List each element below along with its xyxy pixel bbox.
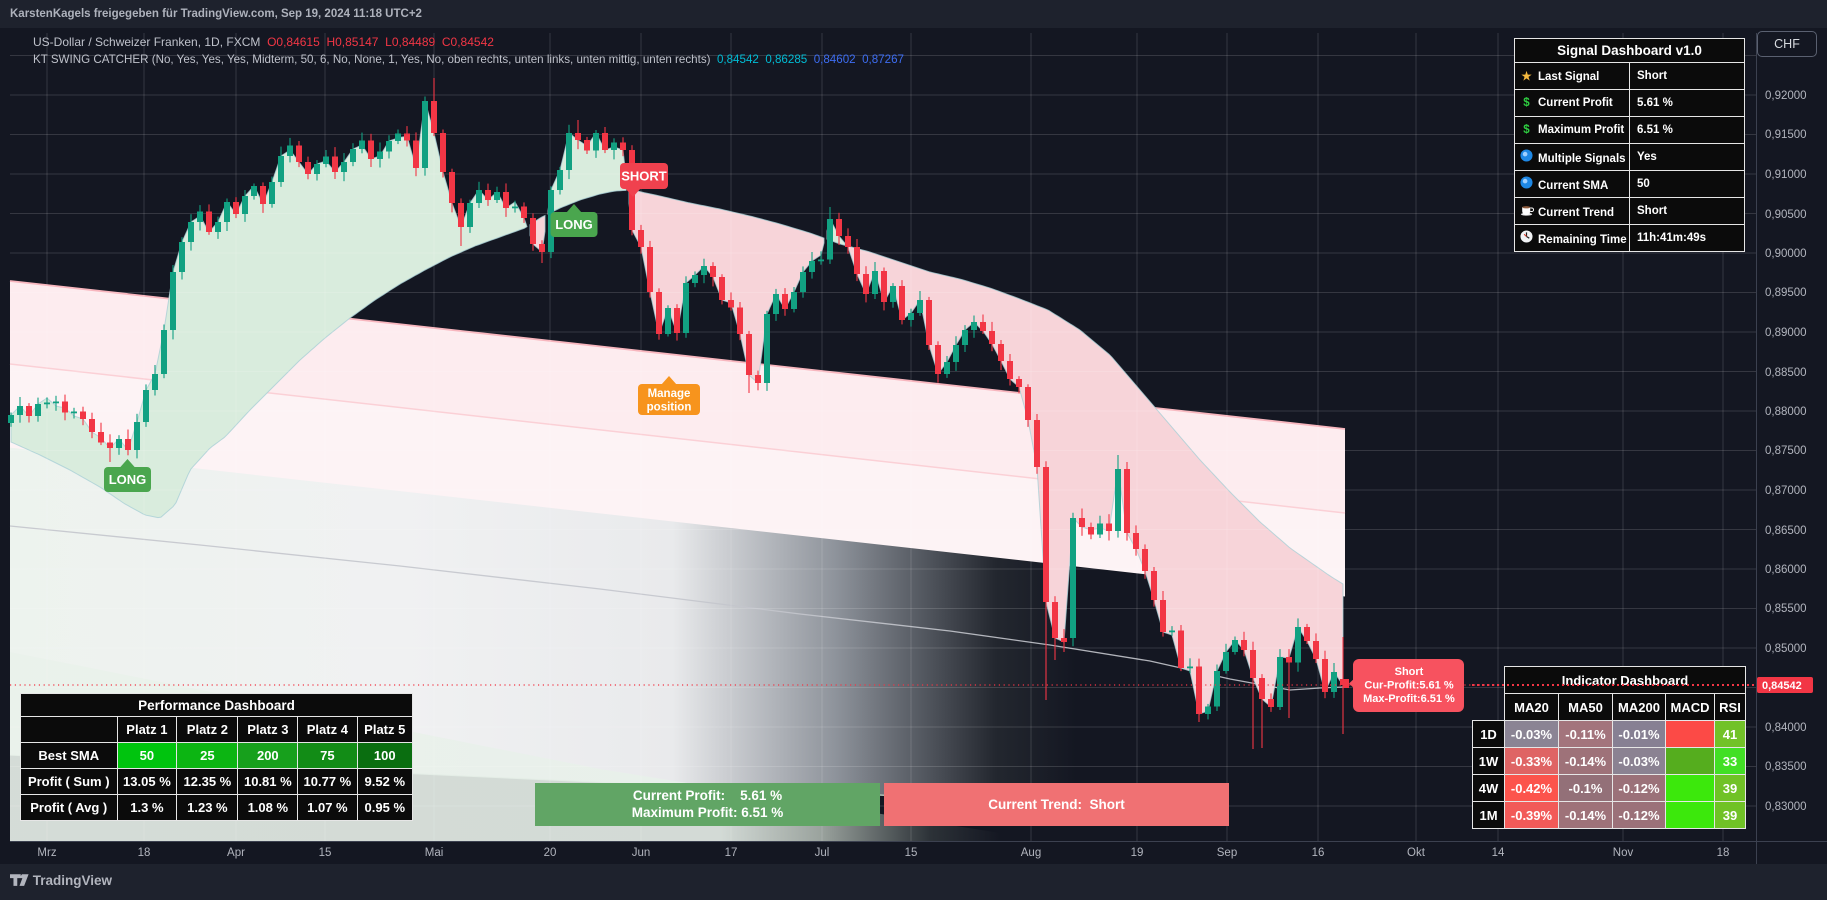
- svg-text:Okt: Okt: [1407, 847, 1426, 859]
- svg-text:0,85000: 0,85000: [1765, 643, 1807, 655]
- svg-text:0,84000: 0,84000: [1765, 722, 1807, 734]
- svg-text:0,83000: 0,83000: [1765, 801, 1807, 813]
- svg-text:Jul: Jul: [815, 847, 830, 859]
- svg-text:position: position: [647, 401, 692, 413]
- svg-text:0,91000: 0,91000: [1765, 169, 1807, 181]
- svg-text:0,92000: 0,92000: [1765, 90, 1807, 102]
- svg-text:LONG: LONG: [555, 217, 593, 232]
- svg-text:18: 18: [138, 847, 151, 859]
- svg-text:Mai: Mai: [425, 847, 444, 859]
- svg-text:Max-Profit:6.51 %: Max-Profit:6.51 %: [1363, 693, 1455, 705]
- svg-text:15: 15: [905, 847, 918, 859]
- svg-text:20: 20: [544, 847, 557, 859]
- svg-text:Apr: Apr: [227, 847, 245, 859]
- svg-text:SHORT: SHORT: [621, 169, 667, 184]
- svg-text:Cur-Profit:5.61 %: Cur-Profit:5.61 %: [1364, 680, 1453, 692]
- svg-text:15: 15: [319, 847, 332, 859]
- svg-text:0,88500: 0,88500: [1765, 367, 1807, 379]
- svg-text:Nov: Nov: [1613, 847, 1634, 859]
- svg-text:0,87500: 0,87500: [1765, 445, 1807, 457]
- svg-text:0,89500: 0,89500: [1765, 287, 1807, 299]
- svg-text:19: 19: [1131, 847, 1144, 859]
- svg-text:18: 18: [1717, 847, 1730, 859]
- svg-text:LONG: LONG: [109, 472, 147, 487]
- svg-text:0,84542: 0,84542: [1762, 680, 1802, 692]
- svg-text:17: 17: [725, 847, 738, 859]
- svg-text:16: 16: [1312, 847, 1325, 859]
- svg-text:0,89000: 0,89000: [1765, 327, 1807, 339]
- svg-text:Mrz: Mrz: [37, 847, 56, 859]
- svg-text:14: 14: [1492, 847, 1505, 859]
- svg-text:0,87000: 0,87000: [1765, 485, 1807, 497]
- svg-text:0,90500: 0,90500: [1765, 209, 1807, 221]
- svg-text:Aug: Aug: [1021, 847, 1041, 859]
- svg-text:0,88000: 0,88000: [1765, 406, 1807, 418]
- svg-text:0,90000: 0,90000: [1765, 248, 1807, 260]
- svg-text:0,86500: 0,86500: [1765, 525, 1807, 537]
- svg-text:Sep: Sep: [1217, 847, 1237, 859]
- svg-text:Manage: Manage: [648, 388, 691, 400]
- svg-text:0,91500: 0,91500: [1765, 129, 1807, 141]
- svg-text:0,86000: 0,86000: [1765, 564, 1807, 576]
- svg-text:0,85500: 0,85500: [1765, 603, 1807, 615]
- svg-text:Jun: Jun: [632, 847, 651, 859]
- svg-text:Short: Short: [1395, 666, 1424, 678]
- svg-text:0,83500: 0,83500: [1765, 761, 1807, 773]
